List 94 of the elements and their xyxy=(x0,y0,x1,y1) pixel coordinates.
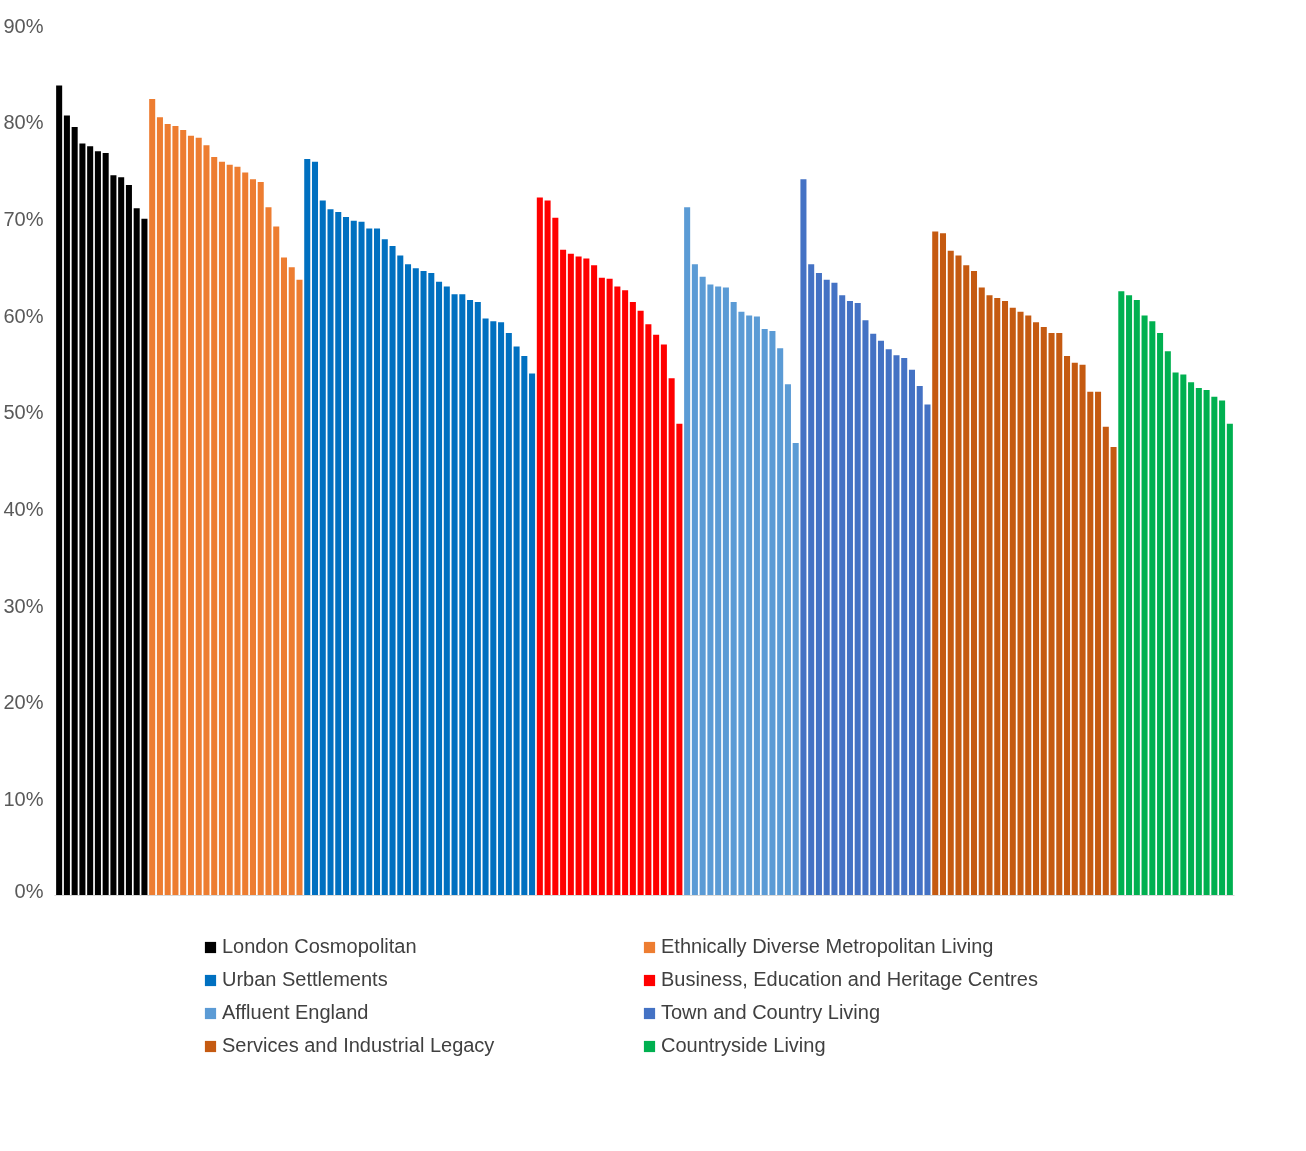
legend-label: Business, Education and Heritage Centres xyxy=(661,968,1039,991)
bar xyxy=(629,301,636,896)
legend-label: Services and Industrial Legacy xyxy=(222,1034,496,1057)
bar xyxy=(529,373,536,896)
bar xyxy=(436,281,443,896)
bar xyxy=(536,197,543,896)
y-tick-label: 90% xyxy=(3,14,44,37)
bar xyxy=(653,334,660,896)
bar xyxy=(870,333,877,896)
y-tick-label: 30% xyxy=(3,594,44,617)
bar xyxy=(1126,295,1133,896)
bar xyxy=(412,268,419,896)
bar xyxy=(753,316,760,896)
bar xyxy=(846,301,853,896)
bar xyxy=(505,332,512,896)
bar xyxy=(156,117,163,896)
bar xyxy=(691,264,698,896)
bar xyxy=(1188,382,1195,896)
y-tick-label: 60% xyxy=(3,304,44,327)
bar xyxy=(1110,446,1117,896)
bar xyxy=(63,115,70,896)
legend-label: Urban Settlements xyxy=(222,968,389,991)
bar xyxy=(784,384,791,896)
bar xyxy=(560,249,567,896)
bar xyxy=(211,156,218,896)
bar xyxy=(149,98,156,896)
bar xyxy=(280,257,288,896)
legend-label: Ethnically Diverse Metropolitan Living xyxy=(661,935,995,958)
bar xyxy=(1226,423,1233,896)
bar xyxy=(187,135,194,896)
bar xyxy=(877,340,884,896)
bar xyxy=(405,264,412,896)
bar xyxy=(939,233,947,896)
bar xyxy=(808,264,815,896)
bar xyxy=(1102,426,1109,896)
bar xyxy=(94,151,101,896)
legend-label: Town and Country Living xyxy=(661,1001,881,1024)
bar xyxy=(746,315,753,896)
bar xyxy=(242,172,249,896)
bar xyxy=(598,277,605,896)
bar xyxy=(474,301,481,896)
y-tick-label: 10% xyxy=(3,787,44,810)
bar xyxy=(901,358,908,896)
bar xyxy=(125,185,132,896)
y-tick-label: 80% xyxy=(3,111,44,134)
bar xyxy=(1157,332,1164,896)
bar xyxy=(498,322,505,896)
bar xyxy=(908,369,915,896)
bar xyxy=(249,179,256,896)
bar xyxy=(839,295,846,896)
bar xyxy=(622,290,629,896)
bar xyxy=(660,344,667,896)
bar xyxy=(381,239,388,896)
bar xyxy=(1133,300,1140,896)
y-tick-label: 0% xyxy=(14,879,44,902)
legend-label: Countryside Living xyxy=(661,1034,827,1057)
bar xyxy=(567,253,574,896)
bar xyxy=(684,207,691,896)
bar xyxy=(1040,327,1047,896)
legend-label: Affluent England xyxy=(222,1001,370,1024)
bar xyxy=(1164,351,1171,896)
bar xyxy=(1219,400,1226,896)
bar xyxy=(1195,388,1202,896)
y-tick-label: 50% xyxy=(3,401,44,424)
bar xyxy=(87,146,94,896)
bar xyxy=(1001,301,1009,896)
bar xyxy=(932,231,939,896)
bar xyxy=(304,158,311,896)
bar xyxy=(815,272,822,896)
bar xyxy=(715,286,722,896)
bar xyxy=(311,161,319,896)
bar xyxy=(800,179,807,896)
bar xyxy=(1118,291,1125,896)
bar xyxy=(1064,356,1071,896)
bar xyxy=(56,85,63,896)
bar xyxy=(374,228,381,896)
bar xyxy=(467,300,474,896)
bar xyxy=(218,161,225,896)
legend-label: London Cosmopolitan xyxy=(222,935,418,958)
y-tick-label: 20% xyxy=(3,691,44,714)
bar xyxy=(970,271,978,896)
bar xyxy=(1071,362,1078,896)
y-tick-label: 70% xyxy=(3,207,44,230)
bar xyxy=(1033,322,1040,896)
bar xyxy=(342,216,350,896)
bar xyxy=(792,443,799,896)
bar xyxy=(591,265,598,896)
bar xyxy=(722,287,729,896)
bar xyxy=(443,286,450,896)
bar xyxy=(180,129,187,896)
y-tick-label: 40% xyxy=(3,497,44,520)
bar xyxy=(118,177,125,896)
bar xyxy=(1095,391,1102,896)
bar xyxy=(777,348,784,896)
